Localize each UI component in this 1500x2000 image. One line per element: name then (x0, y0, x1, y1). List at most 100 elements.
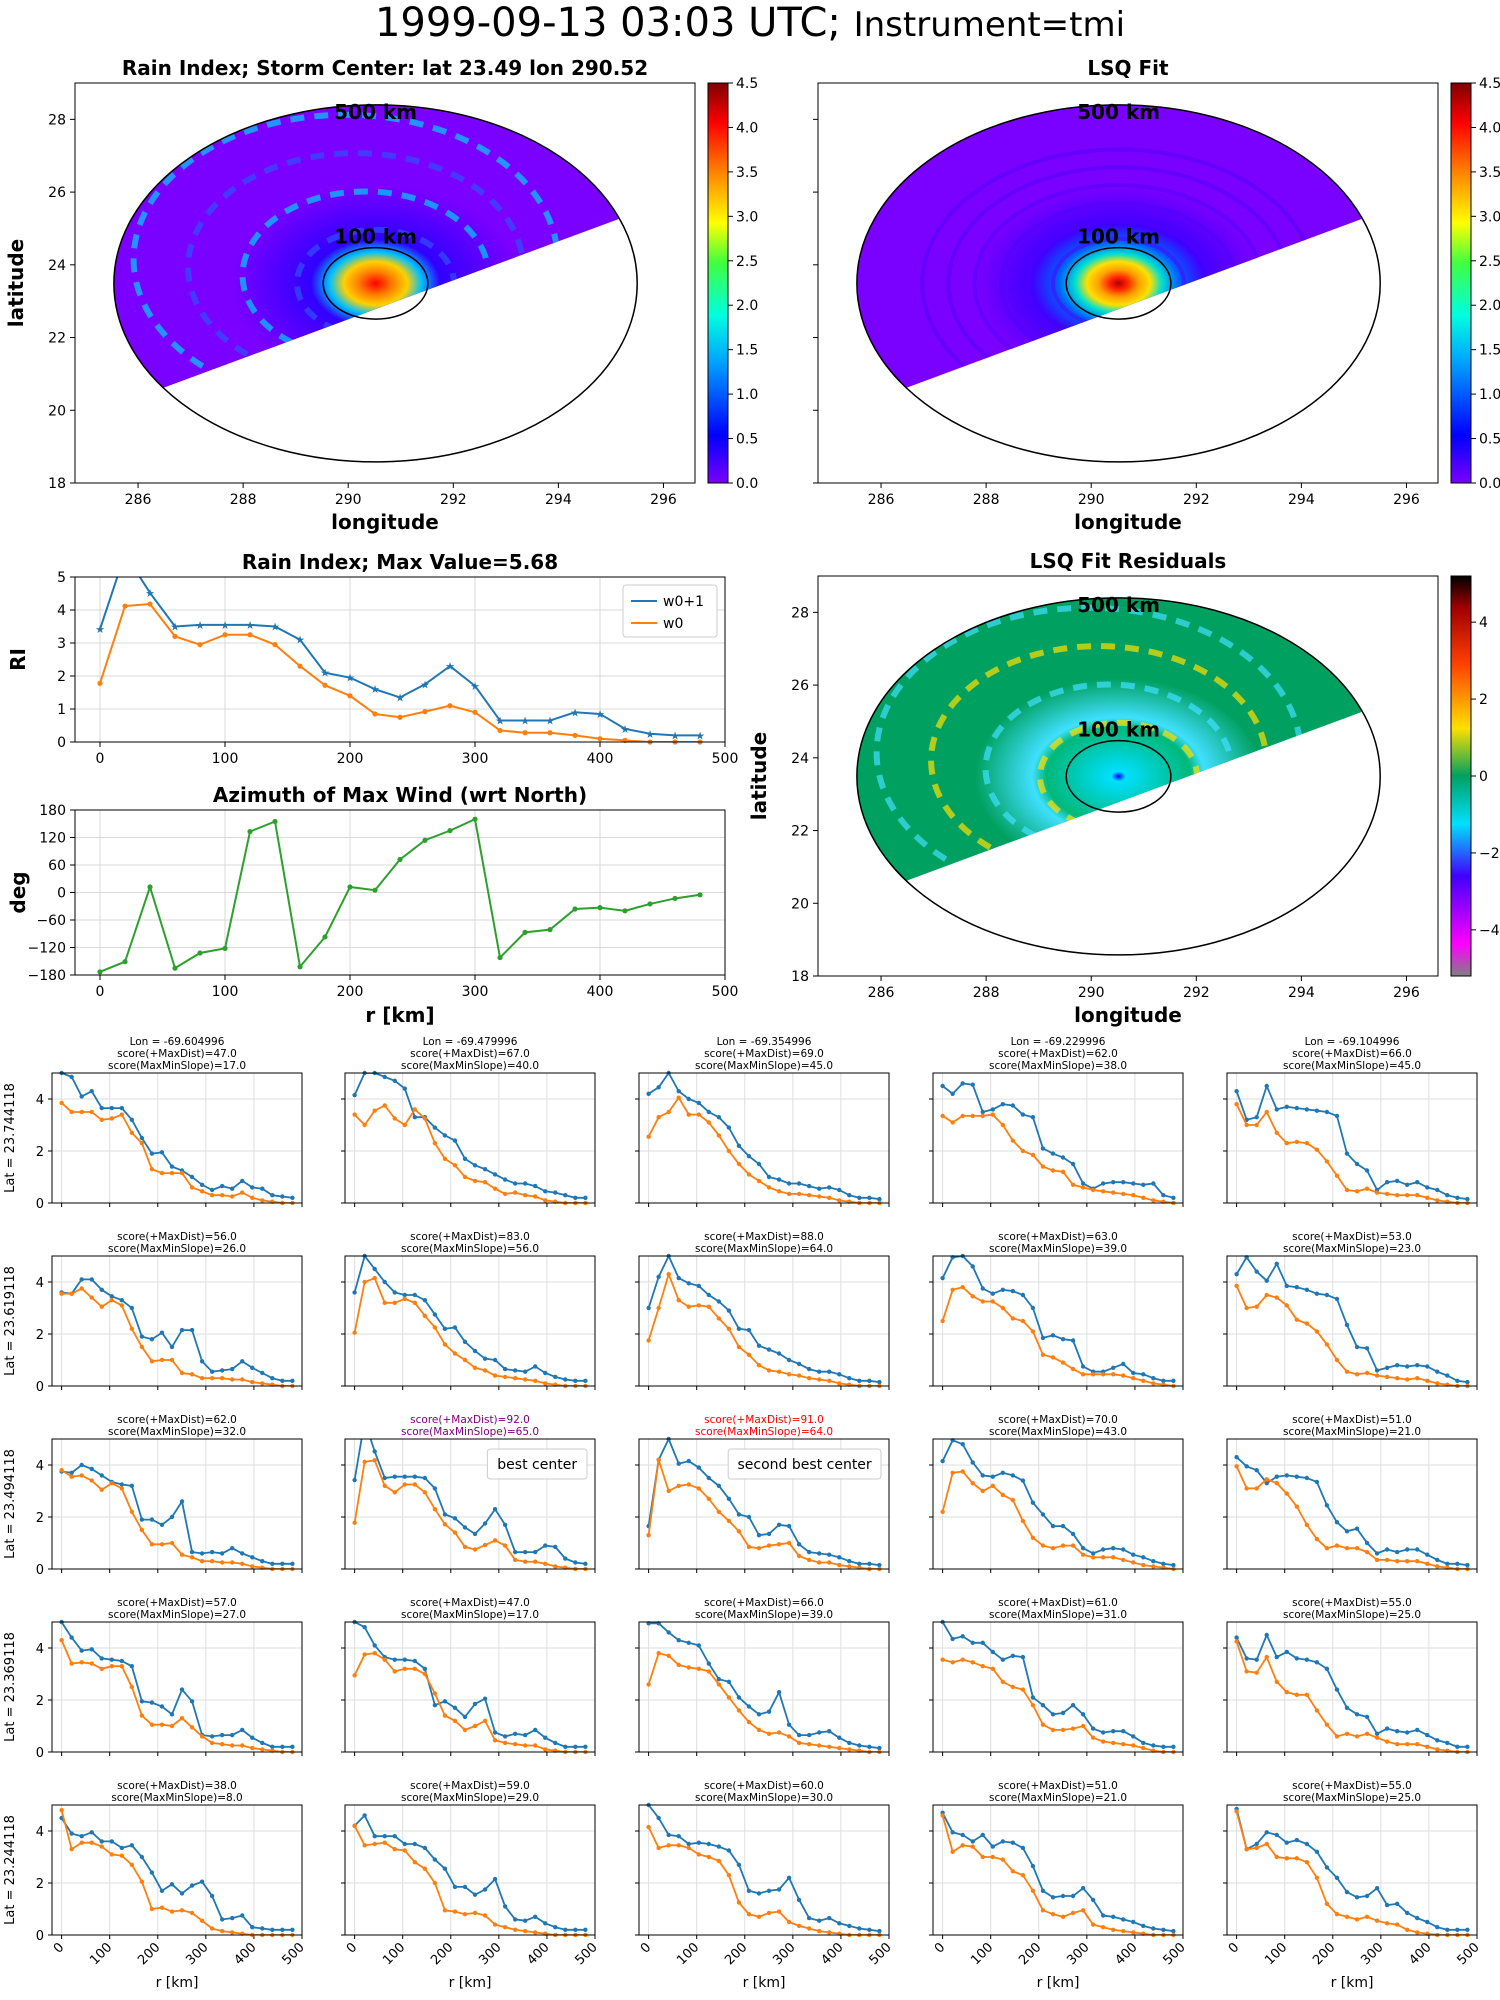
data-point (1425, 1919, 1430, 1925)
data-point (676, 1275, 681, 1281)
data-point (1244, 1847, 1249, 1852)
data-point (796, 1542, 802, 1547)
data-point (402, 1086, 407, 1091)
data-point (867, 1561, 872, 1567)
data-point (716, 1858, 722, 1864)
data-point (159, 1704, 165, 1709)
map-axes-frame (817, 575, 1439, 977)
panel-score-text: Lon = -69.604996 (130, 1036, 225, 1048)
data-point (1000, 1102, 1006, 1107)
data-point (149, 1700, 155, 1705)
data-point (1374, 1735, 1380, 1740)
data-point (472, 1163, 478, 1168)
data-point (502, 1366, 508, 1372)
y-tick-label: 18 (791, 969, 809, 985)
x-tick-label: 0 (1226, 1940, 1242, 1956)
data-point (139, 1854, 145, 1860)
data-point (372, 887, 378, 893)
data-point (1364, 1549, 1370, 1555)
x-tick-label: 400 (524, 1940, 552, 1968)
data-point (672, 895, 678, 902)
axes-frame (638, 1255, 890, 1387)
data-point (1050, 1727, 1056, 1733)
data-point (796, 1897, 802, 1903)
data-point (990, 1299, 995, 1304)
data-point (1364, 1540, 1370, 1546)
data-point (69, 1847, 74, 1852)
data-point (432, 1703, 438, 1708)
data-point (240, 1727, 245, 1733)
data-point (1415, 1727, 1420, 1733)
data-point (1000, 1657, 1006, 1662)
data-point (796, 1361, 802, 1367)
data-point-star: ★ (570, 706, 580, 719)
data-point (1050, 1546, 1056, 1551)
data-point (362, 1459, 367, 1465)
panel-ylabel: RI (6, 648, 30, 671)
data-point (1435, 1564, 1440, 1569)
data-point (472, 1531, 478, 1537)
y-tick-label: −60 (36, 913, 66, 929)
data-point (837, 1555, 842, 1560)
data-point (1254, 1670, 1259, 1675)
data-point (1404, 1742, 1410, 1747)
data-point (597, 905, 603, 911)
data-point (119, 1105, 125, 1111)
data-point (736, 1708, 742, 1713)
data-point (547, 730, 553, 736)
data-point (563, 1556, 568, 1561)
x-tick-label: 294 (1288, 985, 1315, 1001)
data-point (1264, 1841, 1269, 1847)
data-point (716, 1133, 722, 1138)
data-point (1070, 1338, 1076, 1343)
data-point (1010, 1840, 1016, 1845)
y-tick-label: −180 (28, 968, 66, 984)
colorbar (1450, 575, 1472, 977)
data-point (786, 1523, 792, 1529)
axes-frame (932, 1438, 1184, 1570)
data-point (1151, 1926, 1156, 1931)
data-point (270, 1927, 275, 1933)
data-point (1404, 1547, 1410, 1552)
data-point (686, 1845, 691, 1851)
data-point (837, 1372, 842, 1377)
panel-score-text: score(+MaxDist)=66.0 (704, 1597, 824, 1609)
data-point (816, 1369, 822, 1374)
data-point (1110, 1740, 1116, 1746)
data-point (786, 1181, 792, 1186)
data-point (940, 1657, 945, 1662)
colorbar-tick-label: 4 (1479, 615, 1488, 631)
data-point (1040, 1703, 1046, 1708)
data-point (240, 1561, 245, 1567)
y-tick-label: 0 (36, 1929, 44, 1944)
data-point (512, 1731, 518, 1737)
data-point (756, 1363, 762, 1368)
data-point (119, 1303, 125, 1308)
data-point (706, 1109, 712, 1115)
data-point (189, 1910, 195, 1916)
series-line-w0 (1235, 1465, 1468, 1569)
data-point (572, 906, 578, 912)
panel-score-text: score(MaxMinSlope)=26.0 (108, 1243, 246, 1255)
data-point (1264, 1278, 1269, 1283)
data-point (452, 1705, 458, 1711)
data-point (422, 1475, 428, 1481)
data-point (250, 1564, 255, 1569)
data-point (189, 1185, 195, 1190)
data-point (1435, 1198, 1440, 1203)
data-point (139, 1344, 145, 1350)
data-point (706, 1120, 712, 1125)
data-point (980, 1473, 985, 1478)
data-point (229, 1732, 235, 1738)
x-tick-label: 100 (674, 1940, 702, 1968)
data-point (1274, 1130, 1279, 1136)
data-point (1080, 1185, 1086, 1190)
data-point (492, 1922, 498, 1927)
data-point (422, 1490, 428, 1495)
small-panel-r5-c3: score(+MaxDist)=60.0score(MaxMinSlope)=3… (635, 1780, 895, 1991)
data-point (322, 934, 328, 940)
data-point (209, 1734, 215, 1739)
data-point (432, 1141, 438, 1146)
data-point (696, 1112, 701, 1117)
x-tick-label: 288 (230, 492, 257, 508)
